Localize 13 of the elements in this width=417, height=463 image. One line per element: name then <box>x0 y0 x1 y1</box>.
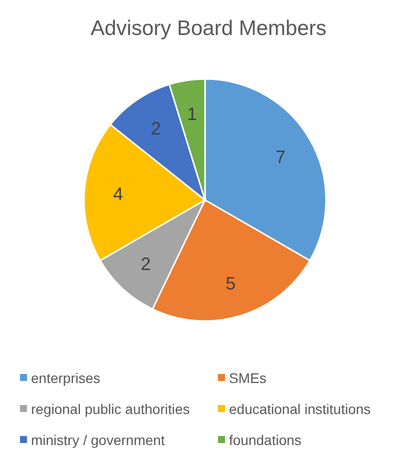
data-label: 7 <box>275 146 286 167</box>
data-label: 4 <box>113 184 124 204</box>
legend-label: educational institutions <box>229 400 371 417</box>
legend-label: regional public authorities <box>31 400 190 417</box>
legend-label: foundations <box>229 432 302 448</box>
legend-label: ministry / government <box>31 432 165 448</box>
data-label: 2 <box>140 254 151 274</box>
data-label: 5 <box>226 274 236 294</box>
data-label: 2 <box>150 118 161 138</box>
chart-title: Advisory Board Members <box>90 17 326 40</box>
data-label: 1 <box>187 104 198 124</box>
legend-label: enterprises <box>31 370 100 386</box>
legend-label: SMEs <box>229 370 266 386</box>
